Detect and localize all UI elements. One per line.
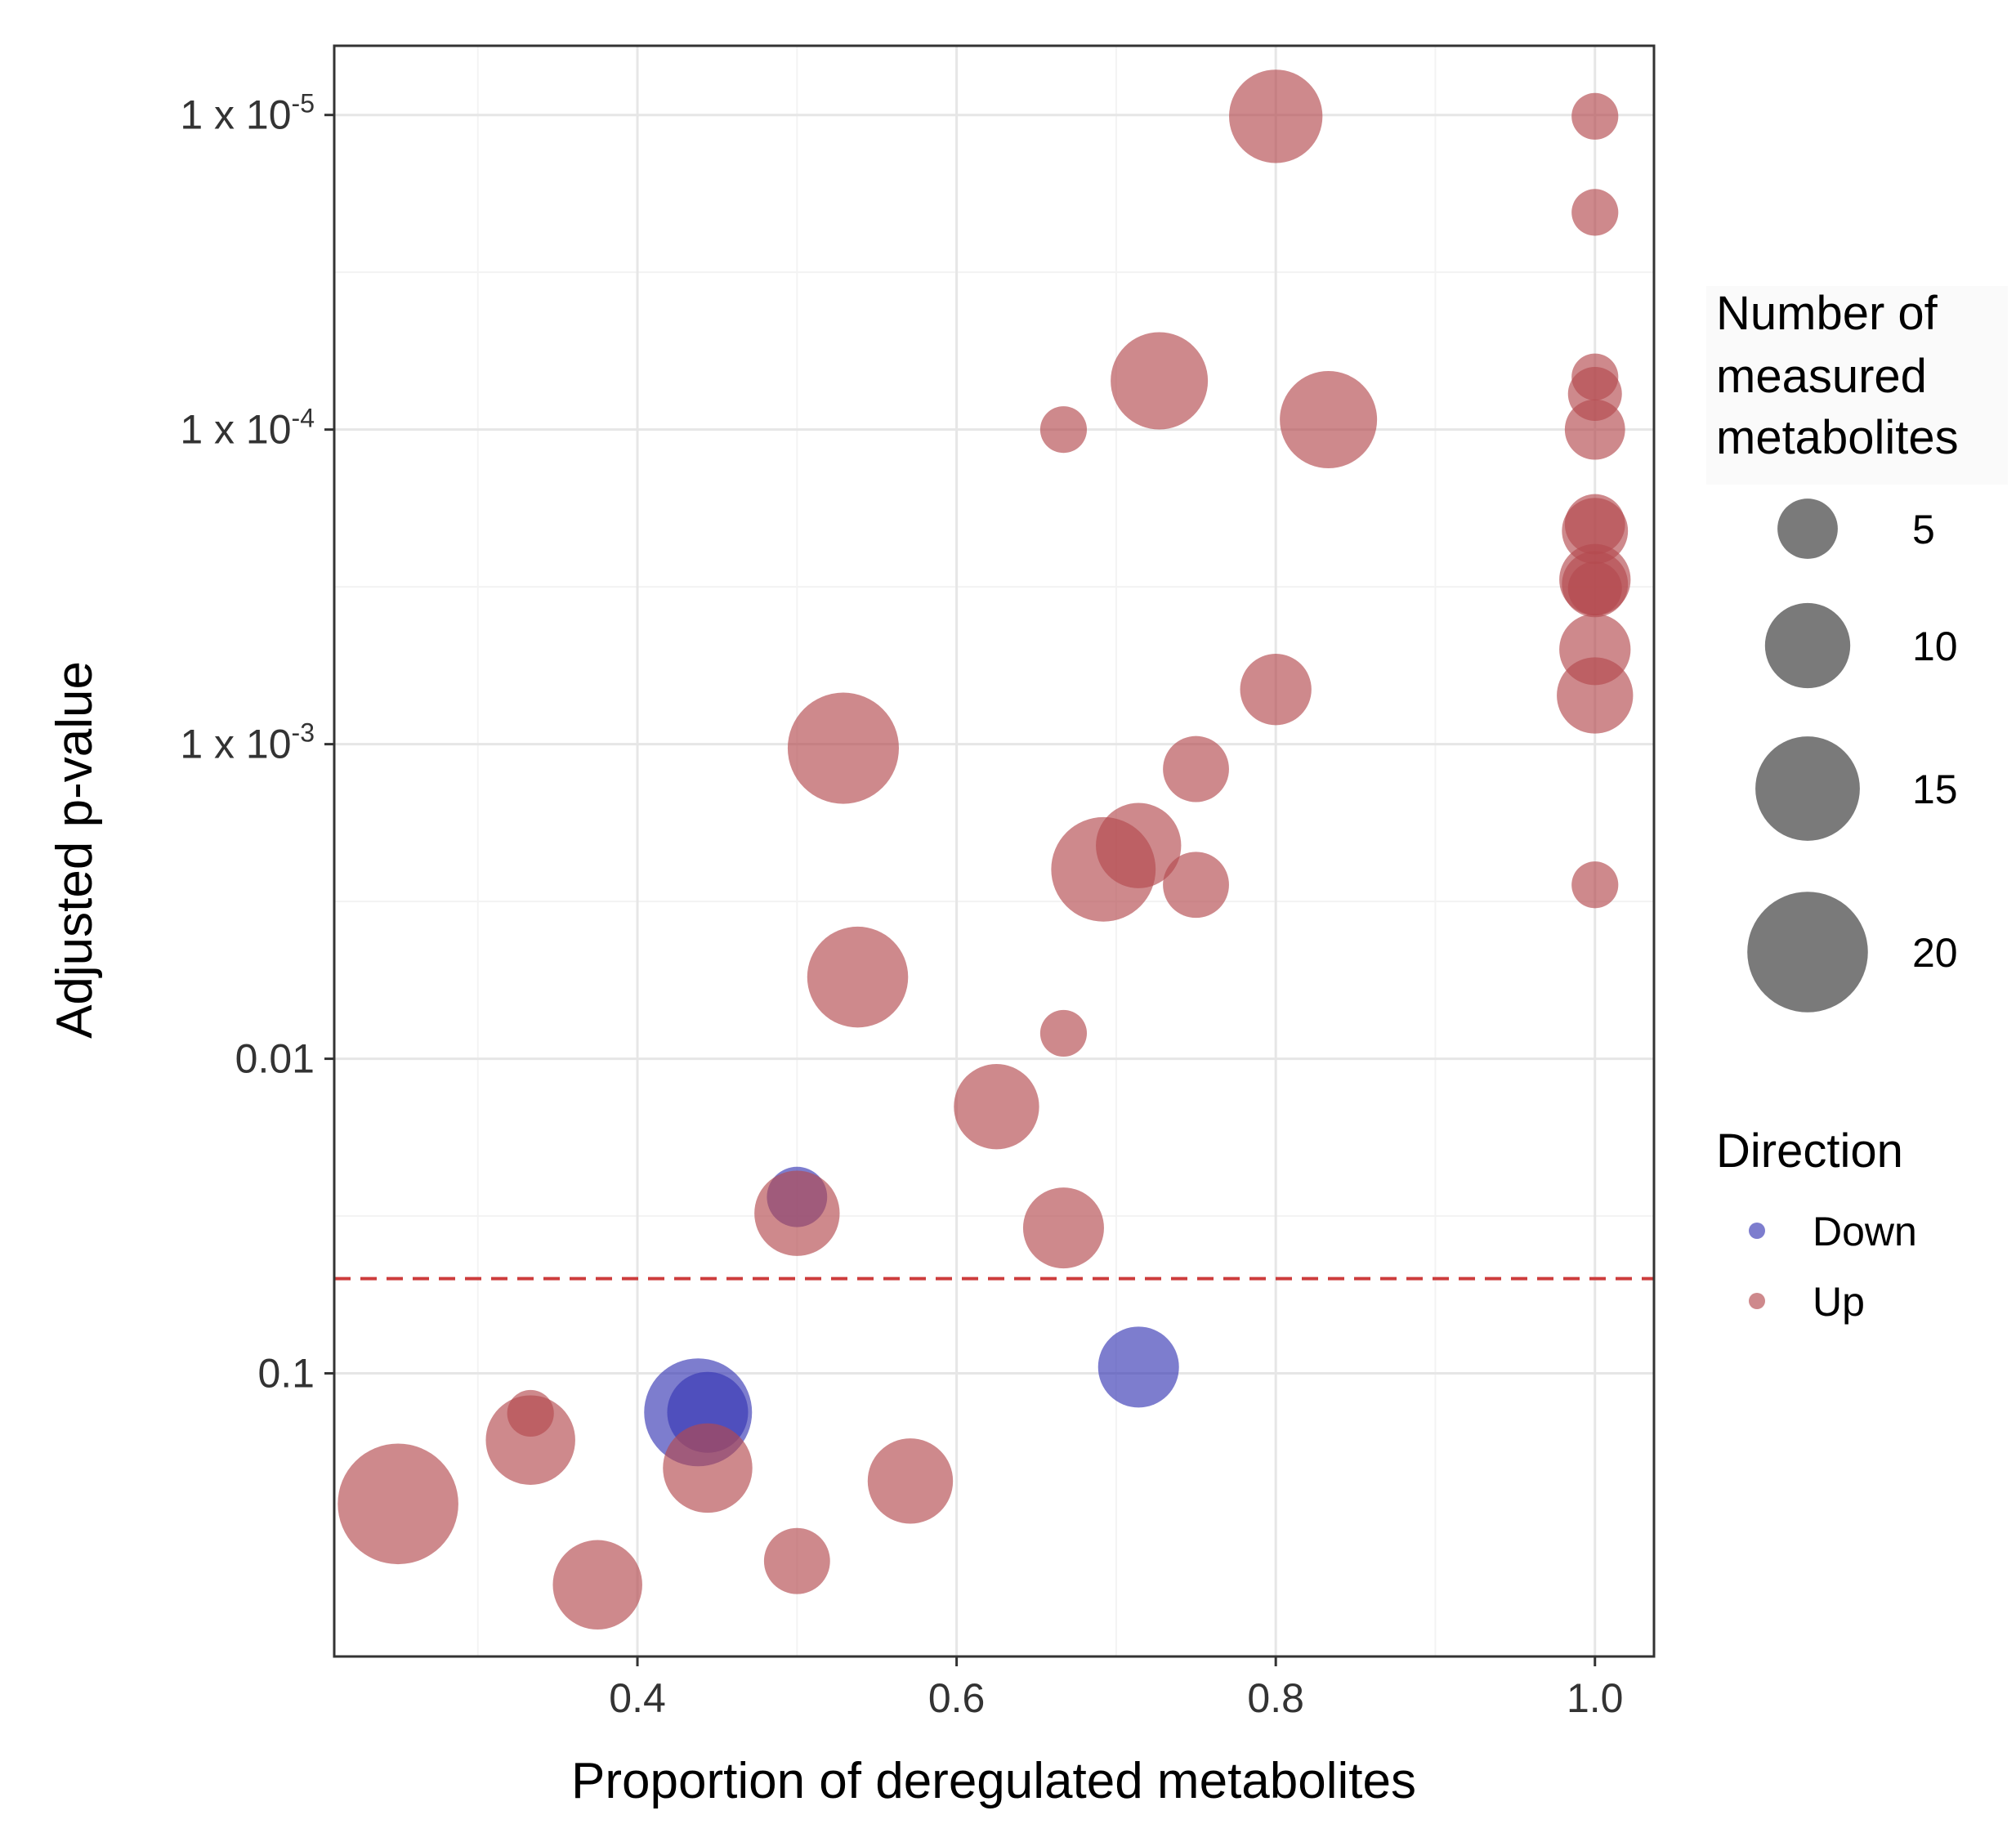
data-point-up bbox=[954, 1064, 1039, 1150]
size-legend-key bbox=[1747, 892, 1868, 1013]
y-tick-label: 1 x 10-4 bbox=[180, 404, 315, 453]
x-tick-label: 0.4 bbox=[609, 1675, 666, 1721]
data-point-up bbox=[1039, 406, 1088, 454]
size-legend-label: 5 bbox=[1912, 507, 1935, 552]
data-point-up bbox=[807, 926, 909, 1028]
data-point-up bbox=[787, 692, 899, 804]
x-axis-ticks: 0.4 0.6 0.8 1.0 bbox=[609, 1656, 1624, 1721]
size-legend-label: 20 bbox=[1912, 930, 1958, 976]
data-point-up bbox=[1562, 498, 1629, 565]
data-point-up bbox=[1229, 69, 1323, 163]
size-legend-title-line-3: metabolites bbox=[1716, 411, 1959, 464]
y-tick-label: 0.1 bbox=[257, 1351, 315, 1397]
data-point-up bbox=[1111, 332, 1209, 430]
color-legend-title: Direction bbox=[1716, 1124, 1903, 1178]
y-tick-label-exponent: -3 bbox=[292, 718, 315, 748]
data-point-up bbox=[1571, 189, 1619, 236]
y-tick-label-exponent: -4 bbox=[292, 404, 315, 433]
size-legend-title-line-1: Number of bbox=[1716, 287, 1938, 340]
y-tick-label-base: 1 x 10 bbox=[180, 407, 291, 453]
y-tick-label-base: 1 x 10 bbox=[180, 722, 291, 767]
size-legend-key bbox=[1755, 736, 1860, 841]
size-legend: Number of measured metabolites 5 10 15 20 bbox=[1706, 286, 2008, 1013]
data-point-up bbox=[1280, 371, 1378, 469]
y-tick-label: 1 x 10-5 bbox=[180, 89, 315, 138]
size-legend-items: 5 10 15 20 bbox=[1747, 498, 1958, 1013]
data-point-up bbox=[1163, 852, 1229, 919]
x-tick-label: 0.8 bbox=[1247, 1675, 1304, 1721]
size-legend-title-line-2: measured bbox=[1716, 350, 1927, 403]
y-tick-label-exponent: -5 bbox=[292, 89, 315, 118]
color-legend-label: Down bbox=[1813, 1209, 1917, 1254]
color-legend: Direction Down Up bbox=[1716, 1124, 1917, 1325]
data-point-up bbox=[1240, 654, 1312, 726]
color-legend-label: Up bbox=[1813, 1279, 1865, 1325]
x-tick-label: 1.0 bbox=[1567, 1675, 1624, 1721]
data-point-up bbox=[1564, 399, 1625, 460]
data-point-up bbox=[337, 1443, 458, 1565]
size-legend-key bbox=[1764, 602, 1851, 689]
data-point-up bbox=[754, 1170, 840, 1256]
color-legend-items: Down Up bbox=[1749, 1209, 1917, 1325]
data-point-up bbox=[1571, 92, 1619, 140]
y-tick-label: 0.01 bbox=[235, 1036, 315, 1082]
data-point-up bbox=[663, 1423, 753, 1513]
size-legend-title-background bbox=[1706, 286, 2008, 485]
data-point-up bbox=[763, 1527, 830, 1594]
color-legend-key-down bbox=[1749, 1223, 1765, 1239]
gridlines bbox=[334, 46, 1654, 1656]
data-point-up bbox=[552, 1540, 642, 1630]
data-point-up bbox=[867, 1438, 954, 1524]
y-axis-title: Adjusted p-value bbox=[47, 661, 103, 1039]
y-tick-label-base: 0.1 bbox=[257, 1351, 315, 1397]
data-point-up bbox=[1039, 1009, 1088, 1057]
data-point-up bbox=[1022, 1187, 1104, 1269]
data-point-up bbox=[1557, 657, 1634, 734]
data-point-up bbox=[1051, 816, 1156, 922]
data-point-up bbox=[485, 1395, 575, 1485]
y-tick-label: 1 x 10-3 bbox=[180, 718, 315, 767]
data-points bbox=[337, 69, 1634, 1630]
size-legend-key bbox=[1777, 498, 1838, 559]
data-point-down bbox=[1097, 1326, 1179, 1408]
data-point-up bbox=[1567, 561, 1622, 616]
plot-panel-border bbox=[333, 44, 1656, 1658]
y-tick-label-base: 0.01 bbox=[235, 1036, 315, 1082]
y-axis-ticks: 1 x 10-51 x 10-41 x 10-30.010.1 bbox=[180, 89, 334, 1397]
plot-panel-background bbox=[334, 46, 1654, 1656]
y-tick-label-base: 1 x 10 bbox=[180, 92, 291, 138]
x-axis-title: Proportion of deregulated metabolites bbox=[571, 1753, 1416, 1809]
size-legend-label: 15 bbox=[1912, 767, 1958, 812]
x-tick-label: 0.6 bbox=[928, 1675, 986, 1721]
color-legend-key-up bbox=[1749, 1293, 1765, 1309]
data-point-up bbox=[1571, 861, 1619, 909]
size-legend-label: 10 bbox=[1912, 624, 1958, 669]
data-point-up bbox=[1163, 735, 1229, 802]
